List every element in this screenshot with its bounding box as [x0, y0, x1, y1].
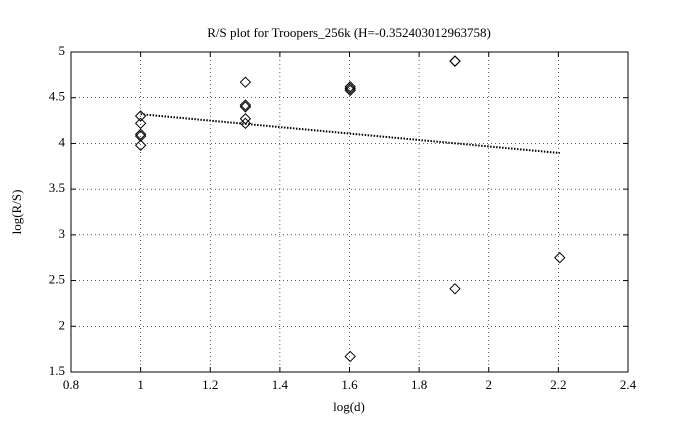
diamond-marker [239, 117, 252, 130]
x-tick-label: 1.8 [411, 377, 427, 392]
y-tick-label: 5 [59, 43, 66, 58]
x-tick-label: 1 [137, 377, 144, 392]
y-tick-label: 3.5 [49, 180, 65, 195]
diamond-marker [344, 350, 356, 363]
y-tick-label: 4.5 [49, 89, 65, 104]
diamond-marker [134, 128, 147, 140]
diamond-marker [449, 55, 461, 67]
x-tick-label: 1.6 [341, 377, 358, 392]
y-tick-label: 1.5 [49, 363, 65, 378]
x-tick-label: 1.2 [202, 377, 218, 392]
y-tick-label: 2.5 [49, 272, 65, 287]
diamond-marker [134, 130, 147, 142]
diamond-marker [554, 252, 566, 264]
y-axis-label: log(R/S) [9, 190, 24, 235]
x-tick-label: 0.8 [63, 377, 79, 392]
diamond-marker [449, 55, 461, 67]
diamond-marker [449, 283, 461, 295]
diamond-marker [344, 81, 356, 93]
fit-line [140, 113, 560, 155]
x-tick-label: 1.4 [272, 377, 289, 392]
y-tick-label: 3 [59, 226, 66, 241]
x-axis-label: log(d) [333, 399, 365, 414]
diamond-marker [239, 99, 252, 111]
x-tick-label: 2.4 [620, 377, 637, 392]
diamond-marker [239, 76, 252, 88]
diamond-marker [344, 84, 356, 97]
diamond-marker [134, 117, 147, 130]
x-tick-label: 2 [486, 377, 493, 392]
y-tick-label: 2 [59, 317, 66, 332]
diamond-marker [344, 82, 356, 95]
chart-title: R/S plot for Troopers_256k (H=-0.3524030… [207, 25, 491, 40]
plot-frame [70, 51, 629, 373]
y-tick-label: 4 [59, 134, 66, 149]
diamond-marker [134, 139, 147, 151]
x-tick-label: 2.2 [550, 377, 566, 392]
diamond-marker [239, 101, 252, 113]
